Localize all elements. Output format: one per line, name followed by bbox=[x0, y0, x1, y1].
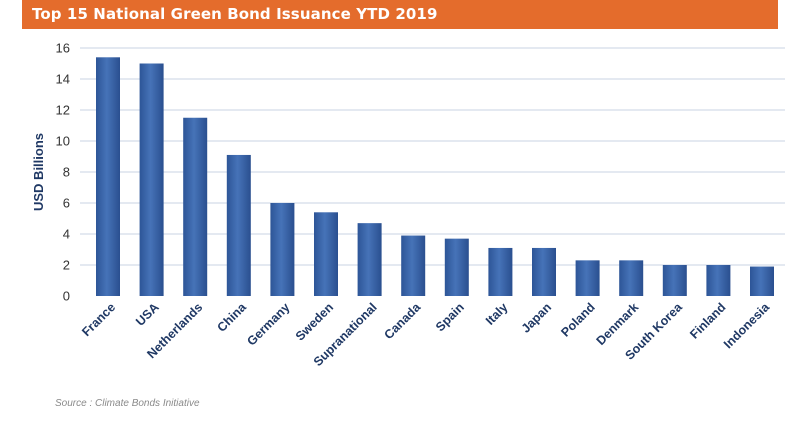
x-tick-label: Spain bbox=[433, 300, 467, 334]
bar-japan bbox=[532, 247, 556, 296]
bar-sweden bbox=[314, 212, 338, 296]
x-tick-label: Finland bbox=[687, 300, 728, 341]
y-tick-label: 6 bbox=[63, 196, 70, 211]
x-tick-label: Canada bbox=[381, 299, 424, 342]
y-tick-label: 8 bbox=[63, 165, 70, 180]
bar-spain bbox=[444, 238, 469, 296]
y-axis-ticks: 0 2 4 6 8 10 12 14 16 bbox=[56, 41, 70, 304]
title-bar: Top 15 National Green Bond Issuance YTD … bbox=[22, 0, 778, 29]
y-tick-label: 14 bbox=[56, 72, 70, 87]
x-tick-label: Sweden bbox=[293, 300, 336, 343]
bar-poland bbox=[575, 260, 600, 296]
bar-france bbox=[96, 57, 120, 296]
bar-china bbox=[226, 154, 251, 296]
y-tick-label: 4 bbox=[63, 227, 70, 242]
y-tick-label: 0 bbox=[63, 289, 70, 304]
y-tick-label: 2 bbox=[63, 258, 70, 273]
bar-canada bbox=[401, 235, 426, 296]
bar-usa bbox=[139, 63, 164, 296]
x-tick-label: Poland bbox=[558, 300, 597, 339]
bar-germany bbox=[270, 203, 295, 296]
y-tick-label: 10 bbox=[56, 134, 70, 149]
bar-south-korea bbox=[662, 265, 687, 296]
x-tick-label: Japan bbox=[519, 300, 554, 335]
chart-title: Top 15 National Green Bond Issuance YTD … bbox=[32, 5, 438, 23]
y-tick-label: 16 bbox=[56, 41, 70, 56]
x-tick-label: France bbox=[79, 300, 118, 339]
bars bbox=[96, 57, 774, 296]
x-tick-label: Indonesia bbox=[721, 299, 773, 351]
y-axis-label: USD Billions bbox=[31, 133, 46, 211]
y-tick-label: 12 bbox=[56, 103, 70, 118]
bar-italy bbox=[488, 247, 513, 296]
bar-finland bbox=[706, 265, 731, 296]
bar-netherlands bbox=[183, 117, 208, 296]
x-tick-label: USA bbox=[133, 300, 162, 329]
bar-indonesia bbox=[750, 266, 774, 296]
bar-supranational bbox=[357, 223, 382, 296]
x-tick-label: China bbox=[214, 299, 249, 334]
x-tick-label: Germany bbox=[244, 300, 292, 348]
bar-denmark bbox=[619, 260, 644, 296]
source-note: Source : Climate Bonds Initiative bbox=[55, 398, 200, 409]
x-tick-label: Italy bbox=[483, 300, 511, 328]
